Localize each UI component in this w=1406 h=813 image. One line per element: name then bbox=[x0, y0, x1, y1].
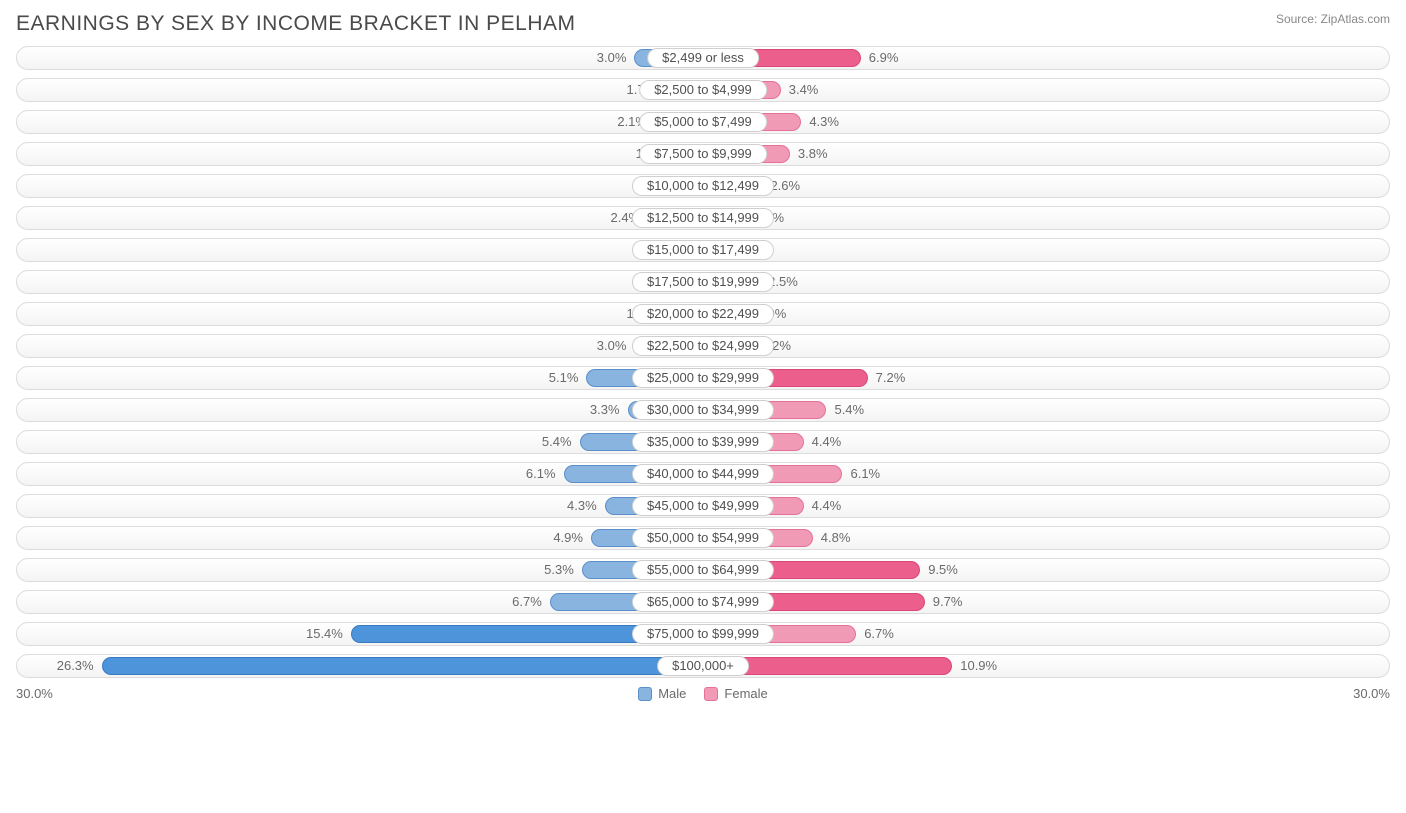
bar-row: 0.52%2.6%$10,000 to $12,499 bbox=[16, 174, 1390, 198]
category-label: $50,000 to $54,999 bbox=[632, 528, 774, 548]
chart-title: EARNINGS BY SEX BY INCOME BRACKET IN PEL… bbox=[16, 12, 575, 36]
category-label: $20,000 to $22,499 bbox=[632, 304, 774, 324]
male-value-label: 26.3% bbox=[57, 655, 94, 677]
axis-max-right: 30.0% bbox=[1353, 686, 1390, 701]
category-label: $2,499 or less bbox=[647, 48, 759, 68]
legend-male-label: Male bbox=[658, 686, 686, 701]
diverging-bar-chart: 3.0%6.9%$2,499 or less1.7%3.4%$2,500 to … bbox=[16, 46, 1390, 678]
female-value-label: 4.8% bbox=[821, 527, 851, 549]
female-value-label: 9.7% bbox=[933, 591, 963, 613]
category-label: $30,000 to $34,999 bbox=[632, 400, 774, 420]
bar-row: 0.92%1.3%$15,000 to $17,499 bbox=[16, 238, 1390, 262]
bar-row: 15.4% 6.7% $75,000 to $99,999 bbox=[16, 622, 1390, 646]
category-label: $75,000 to $99,999 bbox=[632, 624, 774, 644]
male-value-label: 5.1% bbox=[549, 367, 579, 389]
legend-item-male: Male bbox=[638, 686, 686, 701]
category-label: $45,000 to $49,999 bbox=[632, 496, 774, 516]
female-value-label: 4.3% bbox=[809, 111, 839, 133]
category-label: $40,000 to $44,999 bbox=[632, 464, 774, 484]
axis-max-left: 30.0% bbox=[16, 686, 53, 701]
category-label: $25,000 to $29,999 bbox=[632, 368, 774, 388]
female-value-label: 7.2% bbox=[876, 367, 906, 389]
legend-female-label: Female bbox=[724, 686, 767, 701]
male-swatch-icon bbox=[638, 687, 652, 701]
male-value-label: 15.4% bbox=[306, 623, 343, 645]
female-value-label: 6.9% bbox=[869, 47, 899, 69]
female-value-label: 6.1% bbox=[850, 463, 880, 485]
bar-row: 3.0%2.2%$22,500 to $24,999 bbox=[16, 334, 1390, 358]
bar-row: 2.4%1.9%$12,500 to $14,999 bbox=[16, 206, 1390, 230]
bar-row: 3.3% 5.4% $30,000 to $34,999 bbox=[16, 398, 1390, 422]
category-label: $100,000+ bbox=[657, 656, 749, 676]
bar-row: 5.4% 4.4% $35,000 to $39,999 bbox=[16, 430, 1390, 454]
category-label: $12,500 to $14,999 bbox=[632, 208, 774, 228]
chart-source: Source: ZipAtlas.com bbox=[1276, 12, 1390, 26]
bar-row: 1.7%2.0%$20,000 to $22,499 bbox=[16, 302, 1390, 326]
female-value-label: 3.4% bbox=[789, 79, 819, 101]
female-swatch-icon bbox=[704, 687, 718, 701]
category-label: $5,000 to $7,499 bbox=[639, 112, 767, 132]
bar-row: 26.3% 10.9% $100,000+ bbox=[16, 654, 1390, 678]
category-label: $22,500 to $24,999 bbox=[632, 336, 774, 356]
male-value-label: 3.0% bbox=[597, 47, 627, 69]
bar-row: 3.0% 6.9% $2,499 or less bbox=[16, 46, 1390, 70]
category-label: $35,000 to $39,999 bbox=[632, 432, 774, 452]
male-value-label: 3.0% bbox=[597, 335, 627, 357]
male-value-label: 3.3% bbox=[590, 399, 620, 421]
female-value-label: 2.6% bbox=[770, 175, 800, 197]
bar-row: 0.67%2.5%$17,500 to $19,999 bbox=[16, 270, 1390, 294]
category-label: $65,000 to $74,999 bbox=[632, 592, 774, 612]
legend-item-female: Female bbox=[704, 686, 767, 701]
bar-row: 5.3% 9.5% $55,000 to $64,999 bbox=[16, 558, 1390, 582]
category-label: $15,000 to $17,499 bbox=[632, 240, 774, 260]
bar-row: 4.3% 4.4% $45,000 to $49,999 bbox=[16, 494, 1390, 518]
male-bar bbox=[102, 657, 703, 675]
bar-row: 6.1% 6.1% $40,000 to $44,999 bbox=[16, 462, 1390, 486]
bar-row: 4.9% 4.8% $50,000 to $54,999 bbox=[16, 526, 1390, 550]
male-value-label: 6.7% bbox=[512, 591, 542, 613]
male-value-label: 4.9% bbox=[553, 527, 583, 549]
bar-row: 2.1%4.3%$5,000 to $7,499 bbox=[16, 110, 1390, 134]
female-value-label: 6.7% bbox=[864, 623, 894, 645]
category-label: $55,000 to $64,999 bbox=[632, 560, 774, 580]
male-value-label: 4.3% bbox=[567, 495, 597, 517]
female-value-label: 9.5% bbox=[928, 559, 958, 581]
chart-header: EARNINGS BY SEX BY INCOME BRACKET IN PEL… bbox=[16, 12, 1390, 36]
category-label: $2,500 to $4,999 bbox=[639, 80, 767, 100]
female-value-label: 4.4% bbox=[812, 495, 842, 517]
female-value-label: 3.8% bbox=[798, 143, 828, 165]
male-value-label: 5.4% bbox=[542, 431, 572, 453]
chart-footer: 30.0% Male Female 30.0% bbox=[16, 686, 1390, 701]
bar-row: 6.7% 9.7% $65,000 to $74,999 bbox=[16, 590, 1390, 614]
category-label: $7,500 to $9,999 bbox=[639, 144, 767, 164]
category-label: $10,000 to $12,499 bbox=[632, 176, 774, 196]
bar-row: 1.3%3.8%$7,500 to $9,999 bbox=[16, 142, 1390, 166]
male-value-label: 6.1% bbox=[526, 463, 556, 485]
male-value-label: 5.3% bbox=[544, 559, 574, 581]
female-value-label: 10.9% bbox=[960, 655, 997, 677]
bar-row: 5.1% 7.2% $25,000 to $29,999 bbox=[16, 366, 1390, 390]
legend: Male Female bbox=[638, 686, 768, 701]
female-value-label: 5.4% bbox=[834, 399, 864, 421]
female-value-label: 4.4% bbox=[812, 431, 842, 453]
bar-row: 1.7%3.4%$2,500 to $4,999 bbox=[16, 78, 1390, 102]
category-label: $17,500 to $19,999 bbox=[632, 272, 774, 292]
